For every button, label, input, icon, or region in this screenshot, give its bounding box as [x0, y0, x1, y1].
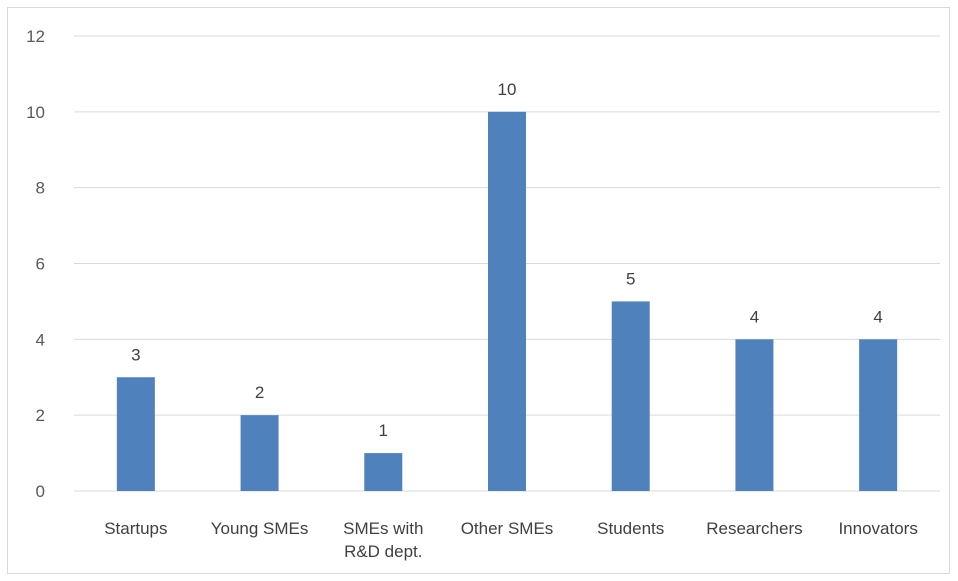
y-tick-label: 12	[26, 27, 45, 46]
x-category-label-line: SMEs with	[343, 519, 423, 538]
y-tick-label: 8	[36, 179, 45, 198]
data-label: 4	[873, 307, 882, 326]
bar	[364, 453, 403, 491]
x-category-label-line: Students	[597, 519, 664, 538]
x-category-label: SMEs with R&D dept.	[343, 519, 423, 561]
x-category-label-line: Startups	[104, 519, 167, 538]
bar	[116, 377, 155, 491]
y-tick-label: 2	[36, 406, 45, 425]
x-category-label: Young SMEs	[211, 519, 309, 538]
bar	[735, 339, 774, 491]
x-category-label: Researchers	[706, 519, 802, 538]
y-axis-ticks: 0 2 4 6 8 10 12	[26, 27, 45, 501]
bar	[611, 301, 650, 491]
x-category-label-line: Young SMEs	[211, 519, 309, 538]
data-label: 10	[498, 80, 517, 99]
x-category-label: Startups	[104, 519, 167, 538]
bars	[116, 111, 898, 491]
data-label: 4	[750, 307, 759, 326]
x-category-label-line: Other SMEs	[461, 519, 554, 538]
data-label: 3	[131, 345, 140, 364]
y-tick-label: 4	[36, 330, 45, 349]
x-category-label-line: R&D dept.	[344, 542, 422, 561]
y-tick-label: 0	[36, 482, 45, 501]
bar-chart: 0 2 4 6 8 10 12 3 2 1 10 5 4 4 Startups Young SMEs SME…	[26, 27, 940, 561]
x-category-label: Students	[597, 519, 664, 538]
x-axis-categories: Startups Young SMEs SMEs with R&D dept. Othe…	[104, 519, 918, 561]
bar	[859, 339, 898, 491]
bar	[488, 111, 526, 491]
x-category-label-line: Innovators	[838, 519, 917, 538]
chart-frame: 0 2 4 6 8 10 12 3 2 1 10 5 4 4 Startups Young SMEs SME…	[7, 7, 950, 574]
x-category-label-line: Researchers	[706, 519, 802, 538]
y-tick-label: 6	[36, 255, 45, 274]
x-category-label: Other SMEs	[461, 519, 554, 538]
data-label: 5	[626, 269, 635, 288]
x-category-label: Innovators	[838, 519, 917, 538]
data-label: 2	[255, 383, 264, 402]
y-tick-label: 10	[26, 103, 45, 122]
bar	[240, 415, 279, 491]
data-label: 1	[379, 421, 388, 440]
data-labels: 3 2 1 10 5 4 4	[131, 80, 883, 440]
